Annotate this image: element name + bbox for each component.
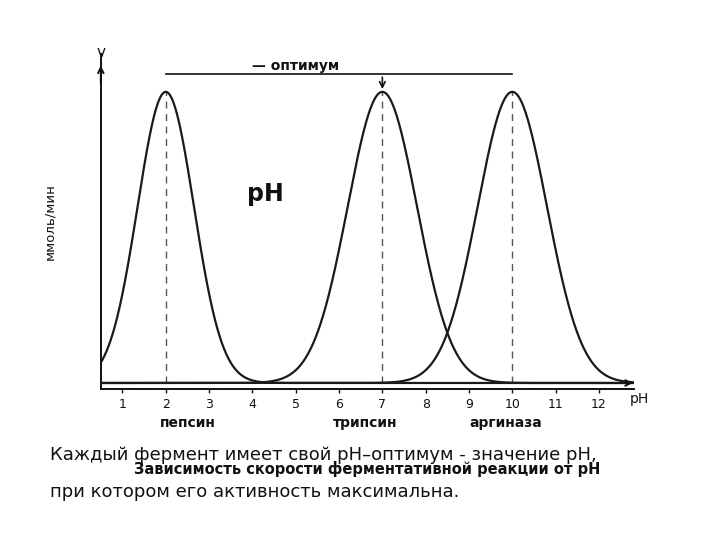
Text: пепсин: пепсин — [160, 416, 215, 430]
Text: трипсин: трипсин — [333, 416, 397, 430]
Text: Каждый фермент имеет свой рН–оптимум - значение рН,: Каждый фермент имеет свой рН–оптимум - з… — [50, 446, 597, 463]
Text: аргиназа: аргиназа — [469, 416, 542, 430]
Text: рН: рН — [247, 182, 284, 206]
Text: при котором его активность максимальна.: при котором его активность максимальна. — [50, 483, 460, 501]
Text: v: v — [96, 45, 105, 60]
Text: рН: рН — [630, 392, 649, 406]
Text: — оптимум: — оптимум — [253, 59, 340, 73]
Text: Зависимость скорости ферментативной реакции от рН: Зависимость скорости ферментативной реак… — [134, 461, 600, 477]
Text: ммоль/мин: ммоль/мин — [44, 183, 57, 260]
